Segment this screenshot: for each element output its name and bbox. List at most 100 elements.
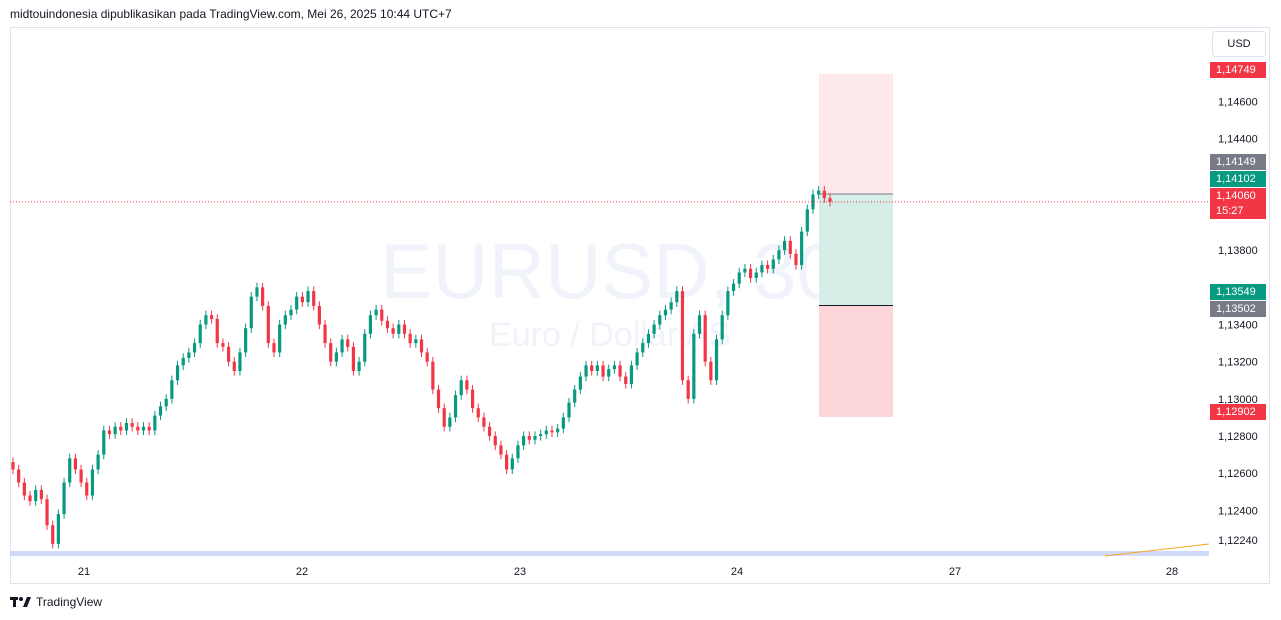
candle <box>612 360 617 374</box>
candle-body <box>760 265 764 273</box>
candle-body <box>408 333 412 344</box>
risk-zone <box>819 305 893 418</box>
candle <box>261 282 265 311</box>
candle-body <box>493 436 497 446</box>
candle <box>136 422 140 436</box>
candle <box>737 267 741 289</box>
candle-body <box>482 417 486 427</box>
candle-body <box>45 499 49 526</box>
chart-pane[interactable] <box>10 27 1270 584</box>
candle <box>595 360 599 376</box>
candle <box>51 520 55 549</box>
candle <box>675 286 679 307</box>
y-tick-label: 1,14600 <box>1218 96 1258 108</box>
candle <box>244 323 248 358</box>
candle-body <box>317 305 321 325</box>
candle-body <box>765 265 770 269</box>
candle <box>402 319 407 339</box>
candle <box>306 286 310 307</box>
candle-body <box>238 352 242 371</box>
candle-body <box>187 352 191 358</box>
candle <box>692 329 696 404</box>
candle-body <box>192 343 197 353</box>
candle-body <box>204 315 208 325</box>
candle-body <box>635 352 639 366</box>
candle <box>204 310 208 330</box>
candle <box>102 425 106 460</box>
candle-body <box>113 426 117 435</box>
candle <box>663 305 668 320</box>
candle-body <box>692 333 696 399</box>
y-tick-label: 1,12800 <box>1218 431 1258 443</box>
candle <box>805 204 809 237</box>
currency-button[interactable]: USD <box>1212 31 1266 57</box>
candle-body <box>470 389 475 409</box>
candle-body <box>397 324 401 334</box>
candle <box>11 457 15 475</box>
candle-body <box>130 423 134 427</box>
candle-body <box>675 291 679 303</box>
candle-body <box>783 240 787 251</box>
x-tick-label: 27 <box>949 566 961 578</box>
candle-body <box>385 320 390 329</box>
candle-body <box>73 458 78 470</box>
tradingview-brand[interactable]: TradingView <box>10 595 102 609</box>
y-tick-label: 1,13000 <box>1218 394 1258 406</box>
candle-body <box>811 194 815 210</box>
candle <box>828 193 832 207</box>
y-tick-label: 1,13400 <box>1218 320 1258 332</box>
candle <box>561 412 565 434</box>
candle <box>414 334 418 348</box>
candle-body <box>624 376 628 384</box>
candle <box>658 310 662 330</box>
candle-body <box>584 365 588 377</box>
candle-body <box>380 309 384 321</box>
candle <box>209 310 214 324</box>
candle <box>601 360 605 382</box>
candle-body <box>590 365 594 371</box>
candle-body <box>351 346 356 371</box>
candle-body <box>828 198 832 202</box>
candle <box>283 310 287 330</box>
candle <box>567 397 571 423</box>
candle-body <box>658 315 662 325</box>
candle-body <box>822 190 826 199</box>
candle-body <box>340 339 344 353</box>
candle-body <box>249 296 253 329</box>
candle <box>629 360 634 389</box>
candle <box>397 319 401 339</box>
candle-body <box>323 324 327 344</box>
candle <box>470 384 475 413</box>
candle <box>505 449 509 475</box>
candle <box>198 319 202 348</box>
candle <box>22 477 26 501</box>
candle-body <box>357 361 361 371</box>
candle <box>153 410 157 436</box>
position-zones <box>819 73 893 418</box>
candle <box>17 464 21 488</box>
candle <box>720 310 724 345</box>
candle <box>385 316 390 333</box>
candle-body <box>442 408 446 427</box>
y-tick-label: 1,12400 <box>1218 505 1258 517</box>
candle-body <box>448 417 452 427</box>
candle <box>550 425 554 437</box>
time-axis: 21 22 23 24 27 28 <box>78 566 1178 578</box>
candle-body <box>561 417 565 429</box>
candle <box>760 260 764 278</box>
candle-body <box>612 365 617 370</box>
candle <box>777 245 781 265</box>
candle-body <box>748 268 753 279</box>
candle-body <box>539 434 543 437</box>
candle-body <box>306 291 310 303</box>
candle-body <box>255 287 259 297</box>
candle-body <box>51 525 55 544</box>
high-price-badge: 1,14149 <box>1210 154 1266 170</box>
candle <box>686 375 690 404</box>
y-tick-label: 1,12240 <box>1218 535 1258 547</box>
candle <box>39 485 43 504</box>
candle <box>533 431 537 445</box>
candle-body <box>312 291 316 306</box>
candle-body <box>550 430 554 433</box>
